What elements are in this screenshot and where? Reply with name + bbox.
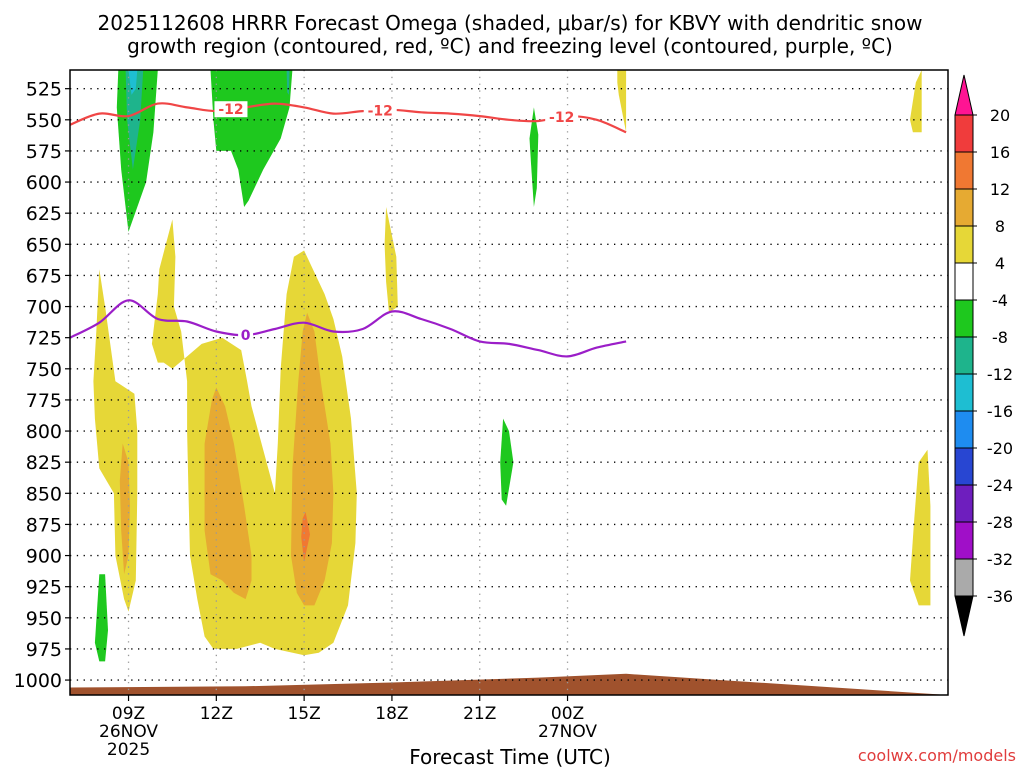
omega-region-7 xyxy=(94,574,108,662)
dgz-contour-label: -12 xyxy=(218,102,243,118)
colorbar: 20 16 12 8 4 -4 -8 -12 -16 -20 -24 -28 -32 -36 xyxy=(954,74,1013,637)
x-axis-label: Forecast Time (UTC) xyxy=(409,745,611,768)
x-tick-date: 26NOV xyxy=(99,722,158,742)
x-tick-label-15Z: 15Z xyxy=(287,704,320,724)
colorbar-label-8: 8 xyxy=(995,217,1005,236)
omega-region-13 xyxy=(910,70,922,133)
colorbar-bin-6 xyxy=(954,299,974,338)
y-tick-label-875: 875 xyxy=(26,514,62,536)
x-tick-label-09Z: 09Z xyxy=(112,704,145,724)
dgz-contour-label-bg xyxy=(363,102,397,119)
colorbar-label-12: 12 xyxy=(990,180,1010,199)
colorbar-bin-13 xyxy=(954,558,974,597)
dgz-contour-label: -12 xyxy=(549,110,574,126)
omega-region-17 xyxy=(301,512,310,562)
colorbar-label--20: -20 xyxy=(987,439,1013,458)
y-tick-label-525: 525 xyxy=(26,79,62,101)
colorbar-label-16: 16 xyxy=(990,143,1010,162)
freezing-contour-line xyxy=(70,299,627,358)
omega-region-8 xyxy=(617,70,627,133)
colorbar-label--32: -32 xyxy=(987,550,1013,569)
watermark: coolwx.com/models xyxy=(858,746,1016,765)
plot-area: -12 -12 -12 0 xyxy=(69,69,949,696)
omega-region-12 xyxy=(910,449,931,606)
colorbar-label--36: -36 xyxy=(987,587,1013,606)
x-tick-label-21Z: 21Z xyxy=(463,704,496,724)
y-axis: 525 550 575 600 625 650 675 700 725 750 775 800 825 8… xyxy=(14,79,70,692)
y-tick-label-775: 775 xyxy=(26,390,62,412)
colorbar-bin-8 xyxy=(954,373,974,412)
x-tick-year: 2025 xyxy=(107,740,150,760)
y-tick-label-800: 800 xyxy=(26,421,62,443)
colorbar-bin-14 xyxy=(954,595,974,637)
y-tick-label-850: 850 xyxy=(26,483,62,505)
colorbar-bin-10 xyxy=(954,447,974,486)
freezing-contour-label: 0 xyxy=(241,328,251,344)
y-tick-label-900: 900 xyxy=(26,546,62,568)
contours: -12 -12 -12 0 xyxy=(70,101,627,358)
omega-region-6 xyxy=(500,418,514,506)
plot-frame xyxy=(69,69,949,696)
colorbar-bin-1 xyxy=(954,114,974,153)
y-tick-label-925: 925 xyxy=(26,577,62,599)
dgz-contour-label-bg xyxy=(214,101,248,118)
y-tick-label-600: 600 xyxy=(26,172,62,194)
colorbar-bin-11 xyxy=(954,484,974,523)
y-tick-label-1000: 1000 xyxy=(14,670,62,692)
colorbar-label--12: -12 xyxy=(987,365,1013,384)
chart-title-line2: growth region (contoured, red, ºC) and f… xyxy=(127,34,893,58)
y-tick-label-825: 825 xyxy=(26,452,62,474)
colorbar-label--28: -28 xyxy=(987,513,1013,532)
y-tick-label-550: 550 xyxy=(26,110,62,132)
x-tick-label-00Z: 00Z xyxy=(551,704,584,724)
omega-region-5 xyxy=(529,107,539,207)
colorbar-bin-2 xyxy=(954,151,974,190)
y-tick-label-975: 975 xyxy=(26,639,62,661)
omega-region-9 xyxy=(384,207,398,313)
colorbar-label-20: 20 xyxy=(990,106,1010,125)
chart-title-line1: 2025112608 HRRR Forecast Omega (shaded, … xyxy=(97,11,922,35)
y-tick-label-675: 675 xyxy=(26,265,62,287)
x-tick-date: 27NOV xyxy=(538,722,597,742)
y-tick-label-750: 750 xyxy=(26,359,62,381)
y-tick-label-625: 625 xyxy=(26,203,62,225)
terrain xyxy=(70,673,948,695)
colorbar-bin-12 xyxy=(954,521,974,560)
colorbar-bin-5 xyxy=(954,262,974,301)
dgz-contour-label-bg xyxy=(545,109,579,126)
y-tick-label-700: 700 xyxy=(26,297,62,319)
colorbar-label--8: -8 xyxy=(992,328,1008,347)
omega-region-14 xyxy=(119,443,130,575)
colorbar-label--16: -16 xyxy=(987,402,1013,421)
colorbar-bin-3 xyxy=(954,188,974,227)
colorbar-bin-7 xyxy=(954,336,974,375)
y-tick-label-575: 575 xyxy=(26,141,62,163)
colorbar-label--4: -4 xyxy=(992,291,1008,310)
terrain-fill xyxy=(70,673,948,695)
colorbar-bin-0 xyxy=(954,74,974,116)
colorbar-label--24: -24 xyxy=(987,476,1013,495)
y-tick-label-725: 725 xyxy=(26,328,62,350)
colorbar-bin-9 xyxy=(954,410,974,449)
x-tick-label-12Z: 12Z xyxy=(200,704,233,724)
y-tick-label-650: 650 xyxy=(26,234,62,256)
y-tick-label-950: 950 xyxy=(26,608,62,630)
dgz-contour-line xyxy=(70,102,627,134)
omega-shading xyxy=(93,70,931,662)
colorbar-bin-4 xyxy=(954,225,974,264)
freezing-contour-label-bg xyxy=(238,327,254,344)
omega-region-2 xyxy=(128,70,138,95)
colorbar-label-4: 4 xyxy=(995,254,1005,273)
dgz-contour-label: -12 xyxy=(368,103,393,119)
omega-region-1 xyxy=(125,70,144,170)
x-tick-label-18Z: 18Z xyxy=(375,704,408,724)
